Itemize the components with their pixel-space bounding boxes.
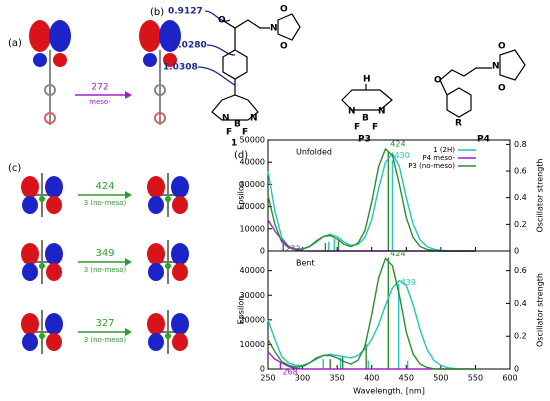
transition-label: 3 (no-meso) [84,266,127,274]
atom: N [222,114,230,124]
transition: 272 [91,83,108,93]
y2-tick-label: 0.8 [514,140,527,149]
atom: F [226,128,232,138]
y2-tick-label: 0.6 [514,167,527,176]
x-tick-label: 550 [468,374,483,383]
transition: 424 [95,181,114,192]
x-tick-label: 300 [295,374,310,383]
peak-label: 424 [390,139,405,148]
orbital [146,239,190,285]
panel-label: (c) [8,163,21,174]
structure-p4 [439,49,526,118]
peak-label: 268 [282,367,297,376]
atom: O [280,42,288,52]
panel-label: (a) [8,38,22,49]
y-tick-label: 0 [260,247,265,256]
atom: H [363,75,371,85]
y2-tick-label: 0.4 [514,193,527,202]
y2-axis-label: Oscillator strength [536,159,545,233]
y2-tick-label: 0 [514,365,519,374]
y2-tick-label: 0.2 [514,220,527,229]
x-tick-label: 600 [502,374,517,383]
arrow-head [125,91,132,99]
y-tick-label: 10000 [240,340,265,349]
atom: O [218,16,226,26]
atom: R [455,119,462,129]
x-tick-label: 450 [399,374,414,383]
atom: O [434,76,442,86]
orbital [138,19,182,126]
legend-label: P3 (no-meso) [408,162,455,170]
atom: O [280,5,288,15]
x-axis-label: Wavelength, [nm] [353,387,425,396]
y2-axis-label: Oscillator strength [536,273,545,347]
y-axis-label: Epsilon [237,181,246,210]
transition-label: 3 (no-meso) [84,199,127,207]
y2-tick-label: 0.6 [514,266,527,275]
y-tick-label: 40000 [240,158,265,167]
atom: F [354,123,360,133]
orbital [20,309,64,355]
y-tick-label: 30000 [240,291,265,300]
y-tick-label: 30000 [240,180,265,189]
orbital [28,19,72,126]
transition: 327 [95,318,114,329]
arrow-head [125,191,132,199]
chart-title: Bent [296,259,315,268]
legend-label: 1 (2H) [433,146,455,154]
y-tick-label: 50000 [240,136,265,145]
y-tick-label: 20000 [240,202,265,211]
x-tick-label: 350 [330,374,345,383]
y-tick-label: 0 [260,365,265,374]
atom: N [250,114,258,124]
orbital [146,309,190,355]
atom: N [348,107,356,117]
arrow-head [125,258,132,266]
y-tick-label: 10000 [240,224,265,233]
peak-label: 430 [394,151,409,160]
orbital [20,239,64,285]
distance: 1.0308 [163,63,198,73]
orbital [146,172,190,218]
pointer [197,10,236,86]
structure-1 [211,13,301,121]
structure-label: 1 [231,139,237,149]
y-axis-label: Epsilon [237,296,246,325]
transition: 349 [95,248,114,259]
y2-tick-label: 0.4 [514,299,527,308]
chart-title: Unfolded [296,148,332,157]
peak-label: 272 [285,244,300,253]
structure-p3 [341,84,393,111]
y-tick-label: 40000 [240,266,265,275]
x-tick-label: 500 [433,374,448,383]
panel-label: (b) [150,7,164,18]
peak-label: 439 [401,278,416,287]
atom: B [234,120,241,130]
atom: O [498,42,506,52]
y-tick-label: 20000 [240,315,265,324]
y2-tick-label: 0 [514,247,519,256]
atom: N [270,24,278,34]
atom: N [492,62,500,72]
atom: B [362,114,369,124]
distance: 1.0280 [172,41,207,51]
distance: 0.9127 [168,7,203,17]
atom: O [498,84,506,94]
atom: N [378,107,386,117]
panel-label: (d) [234,150,248,161]
atom: F [242,128,248,138]
orbital [20,172,64,218]
y2-tick-label: 0.2 [514,332,527,341]
transition-label: meso- [89,98,111,106]
x-tick-label: 400 [364,374,379,383]
transition-label: 3 (no-meso) [84,336,127,344]
peak-label: 424 [390,249,405,258]
x-tick-label: 250 [260,374,275,383]
legend-label: P4 meso- [422,154,455,162]
atom: F [372,123,378,133]
arrow-head [125,328,132,336]
curve [267,279,476,370]
curve [267,257,476,370]
